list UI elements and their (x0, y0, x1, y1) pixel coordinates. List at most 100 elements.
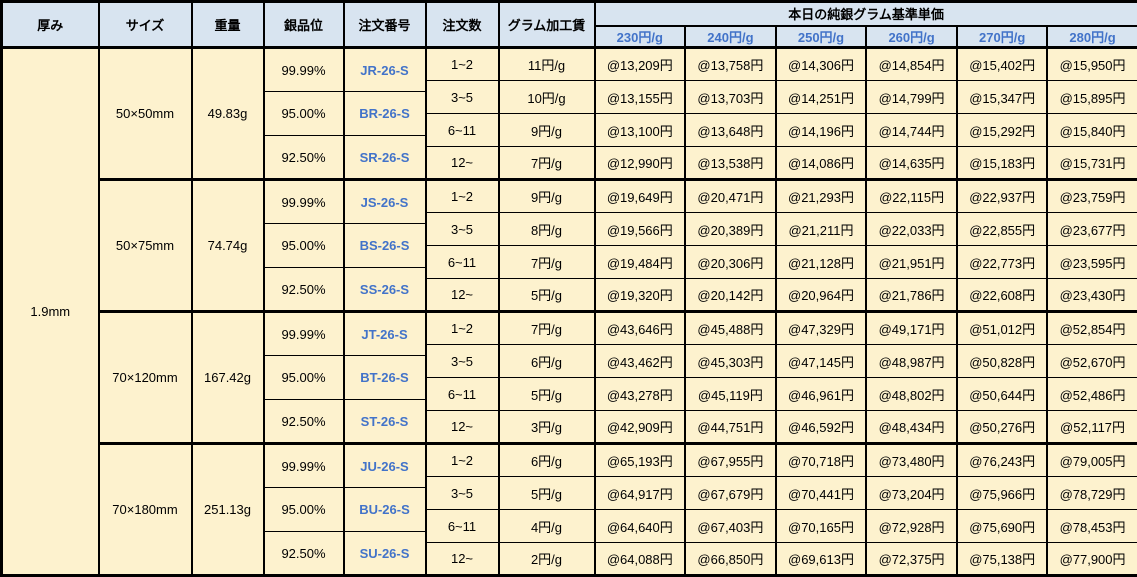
qty-cell: 1~2 (426, 180, 499, 213)
col-header-purity: 銀品位 (264, 2, 344, 48)
price-cell: @78,453円 (1047, 510, 1137, 543)
price-cell: @19,484円 (595, 246, 686, 279)
qty-cell: 1~2 (426, 444, 499, 477)
price-cell: @73,480円 (866, 444, 957, 477)
purity-cell: 92.50% (264, 532, 344, 576)
price-cell: @50,644円 (957, 378, 1048, 411)
col-header-order-no: 注文番号 (344, 2, 426, 48)
price-cell: @20,471円 (685, 180, 776, 213)
price-cell: @43,462円 (595, 345, 686, 378)
col-header-size: サイズ (99, 2, 192, 48)
price-cell: @77,900円 (1047, 543, 1137, 576)
price-cell: @21,211円 (776, 213, 867, 246)
price-cell: @14,196円 (776, 114, 867, 147)
col-header-fee: グラム加工賃 (499, 2, 595, 48)
price-col-header-280: 280円/g (1047, 26, 1137, 48)
fee-cell: 6円/g (499, 345, 595, 378)
fee-cell: 6円/g (499, 444, 595, 477)
price-cell: @75,690円 (957, 510, 1048, 543)
price-cell: @21,786円 (866, 279, 957, 312)
price-cell: @14,635円 (866, 147, 957, 180)
price-cell: @46,961円 (776, 378, 867, 411)
qty-cell: 12~ (426, 411, 499, 444)
price-group-header: 本日の純銀グラム基準単価 (595, 2, 1137, 26)
order-no-cell: BT-26-S (344, 356, 426, 400)
purity-cell: 99.99% (264, 444, 344, 488)
price-cell: @20,142円 (685, 279, 776, 312)
order-no-cell: JT-26-S (344, 312, 426, 356)
qty-cell: 3~5 (426, 81, 499, 114)
price-cell: @52,670円 (1047, 345, 1137, 378)
fee-cell: 5円/g (499, 477, 595, 510)
price-cell: @52,486円 (1047, 378, 1137, 411)
price-col-header-240: 240円/g (685, 26, 776, 48)
purity-cell: 95.00% (264, 356, 344, 400)
price-cell: @15,183円 (957, 147, 1048, 180)
fee-cell: 7円/g (499, 312, 595, 345)
weight-cell: 49.83g (192, 48, 264, 180)
price-cell: @23,677円 (1047, 213, 1137, 246)
price-cell: @70,165円 (776, 510, 867, 543)
price-cell: @20,964円 (776, 279, 867, 312)
price-cell: @79,005円 (1047, 444, 1137, 477)
price-cell: @66,850円 (685, 543, 776, 576)
purity-cell: 99.99% (264, 48, 344, 92)
price-col-header-270: 270円/g (957, 26, 1048, 48)
price-cell: @14,306円 (776, 48, 867, 81)
price-cell: @19,649円 (595, 180, 686, 213)
price-cell: @42,909円 (595, 411, 686, 444)
order-no-cell: SU-26-S (344, 532, 426, 576)
price-cell: @72,375円 (866, 543, 957, 576)
price-cell: @13,538円 (685, 147, 776, 180)
price-cell: @15,895円 (1047, 81, 1137, 114)
qty-cell: 12~ (426, 147, 499, 180)
qty-cell: 6~11 (426, 114, 499, 147)
price-cell: @15,402円 (957, 48, 1048, 81)
order-no-cell: BU-26-S (344, 488, 426, 532)
fee-cell: 3円/g (499, 411, 595, 444)
price-cell: @52,117円 (1047, 411, 1137, 444)
price-cell: @23,759円 (1047, 180, 1137, 213)
col-header-thickness: 厚み (2, 2, 99, 48)
price-cell: @45,488円 (685, 312, 776, 345)
weight-cell: 74.74g (192, 180, 264, 312)
price-cell: @51,012円 (957, 312, 1048, 345)
fee-cell: 10円/g (499, 81, 595, 114)
price-cell: @14,744円 (866, 114, 957, 147)
order-no-cell: JR-26-S (344, 48, 426, 92)
fee-cell: 4円/g (499, 510, 595, 543)
price-cell: @21,293円 (776, 180, 867, 213)
thickness-cell: 1.9mm (2, 48, 99, 576)
price-cell: @19,566円 (595, 213, 686, 246)
qty-cell: 3~5 (426, 213, 499, 246)
price-cell: @19,320円 (595, 279, 686, 312)
fee-cell: 2円/g (499, 543, 595, 576)
price-cell: @64,917円 (595, 477, 686, 510)
price-cell: @43,278円 (595, 378, 686, 411)
qty-cell: 1~2 (426, 312, 499, 345)
price-cell: @72,928円 (866, 510, 957, 543)
price-cell: @22,115円 (866, 180, 957, 213)
fee-cell: 9円/g (499, 180, 595, 213)
qty-cell: 1~2 (426, 48, 499, 81)
purity-cell: 92.50% (264, 268, 344, 312)
price-cell: @43,646円 (595, 312, 686, 345)
price-cell: @44,751円 (685, 411, 776, 444)
price-cell: @13,100円 (595, 114, 686, 147)
price-cell: @21,951円 (866, 246, 957, 279)
price-cell: @15,731円 (1047, 147, 1137, 180)
price-cell: @67,403円 (685, 510, 776, 543)
price-cell: @75,138円 (957, 543, 1048, 576)
size-cell: 50×75mm (99, 180, 192, 312)
price-cell: @13,155円 (595, 81, 686, 114)
price-cell: @64,640円 (595, 510, 686, 543)
price-cell: @48,434円 (866, 411, 957, 444)
price-cell: @47,329円 (776, 312, 867, 345)
price-cell: @49,171円 (866, 312, 957, 345)
price-cell: @69,613円 (776, 543, 867, 576)
price-cell: @48,987円 (866, 345, 957, 378)
purity-cell: 99.99% (264, 312, 344, 356)
fee-cell: 8円/g (499, 213, 595, 246)
price-col-header-230: 230円/g (595, 26, 686, 48)
